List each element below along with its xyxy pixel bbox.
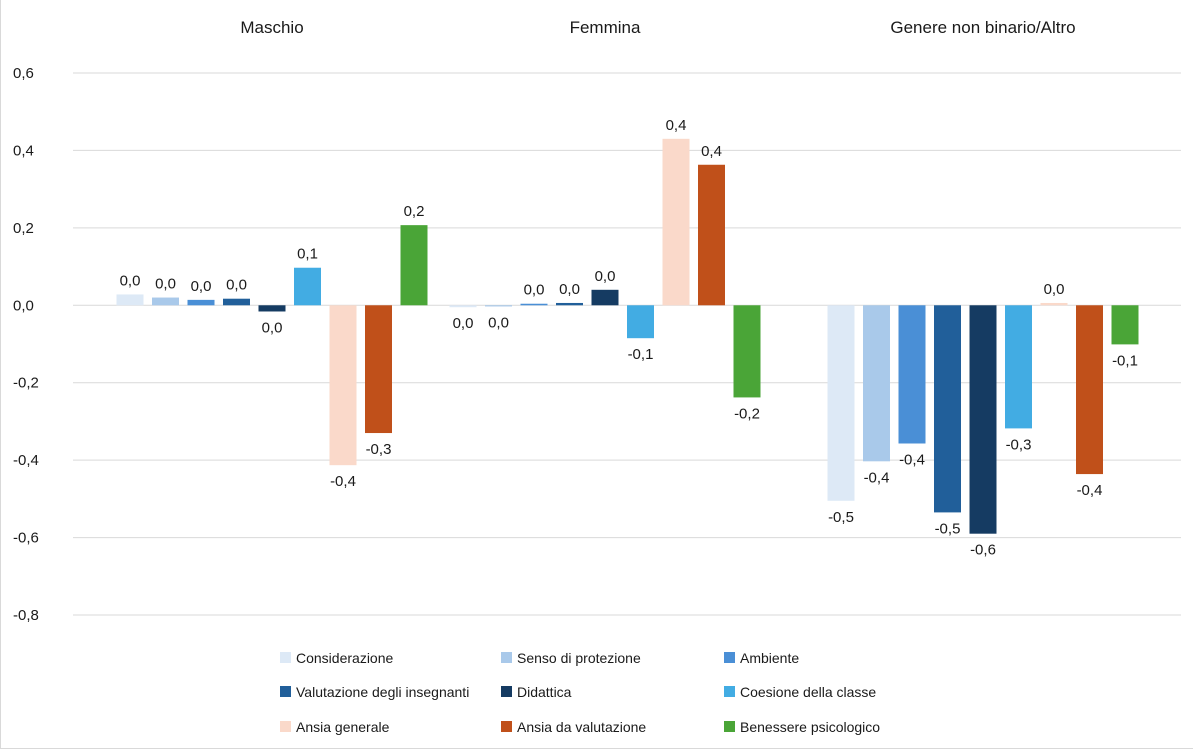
y-axis-ticks: 0,6 0,4 0,2 0,0 -0,2 -0,4 -0,6 -0,8 bbox=[13, 65, 39, 624]
y-tick-label: 0,2 bbox=[13, 220, 34, 237]
legend-swatch bbox=[280, 721, 291, 732]
legend-swatch bbox=[724, 686, 735, 697]
data-label: 0,2 bbox=[404, 203, 425, 220]
data-label: -0,2 bbox=[734, 405, 760, 422]
y-tick-label: -0,2 bbox=[13, 375, 39, 392]
data-label: -0,1 bbox=[628, 346, 654, 363]
group-titles: Maschio Femmina Genere non binario/Altro bbox=[240, 18, 1075, 37]
group-title: Maschio bbox=[240, 18, 303, 37]
data-label: -0,6 bbox=[970, 542, 996, 559]
bar bbox=[733, 305, 761, 398]
data-label: 0,1 bbox=[297, 246, 318, 263]
bar bbox=[258, 305, 286, 312]
bar bbox=[223, 298, 250, 306]
data-label: 0,0 bbox=[155, 276, 176, 293]
legend-label: Coesione della classe bbox=[740, 684, 876, 700]
data-label: -0,4 bbox=[330, 473, 356, 490]
bar bbox=[365, 305, 392, 434]
data-label: -0,1 bbox=[1112, 352, 1138, 369]
bar bbox=[698, 164, 725, 306]
bar bbox=[520, 303, 548, 306]
legend-swatch bbox=[501, 686, 512, 697]
bar bbox=[898, 305, 926, 444]
data-label: 0,0 bbox=[120, 272, 141, 289]
bar bbox=[627, 305, 654, 339]
data-label: 0,0 bbox=[226, 277, 247, 294]
data-label: -0,5 bbox=[828, 509, 854, 526]
data-label: 0,0 bbox=[453, 315, 474, 332]
data-label: 0,0 bbox=[524, 282, 545, 299]
legend-label: Didattica bbox=[517, 684, 572, 700]
y-tick-label: 0,6 bbox=[13, 65, 34, 82]
bar bbox=[1005, 305, 1032, 429]
data-label: 0,0 bbox=[559, 281, 580, 298]
bar bbox=[329, 305, 357, 466]
legend-label: Benessere psicologico bbox=[740, 719, 880, 735]
bar bbox=[662, 138, 690, 306]
data-label: -0,5 bbox=[935, 520, 961, 537]
legend-swatch bbox=[280, 652, 291, 663]
group-title: Genere non binario/Altro bbox=[890, 18, 1075, 37]
data-label: -0,3 bbox=[1006, 436, 1032, 453]
data-label: 0,0 bbox=[191, 278, 212, 295]
data-label: -0,4 bbox=[899, 451, 925, 468]
legend-label: Ambiente bbox=[740, 650, 799, 666]
data-label: -0,3 bbox=[366, 441, 392, 458]
legend: Considerazione Senso di protezione Ambient… bbox=[280, 650, 880, 735]
legend-label: Senso di protezione bbox=[517, 650, 641, 666]
bar bbox=[400, 225, 428, 306]
bar bbox=[1076, 305, 1103, 475]
legend-swatch bbox=[280, 686, 291, 697]
y-tick-label: -0,8 bbox=[13, 607, 39, 624]
bar bbox=[556, 302, 583, 306]
bar bbox=[294, 267, 321, 306]
bar bbox=[863, 305, 890, 462]
data-label: 0,0 bbox=[1044, 281, 1065, 298]
bar bbox=[449, 305, 477, 308]
y-tick-label: -0,4 bbox=[13, 452, 39, 469]
data-label: 0,0 bbox=[595, 268, 616, 285]
legend-swatch bbox=[501, 721, 512, 732]
bar bbox=[1040, 302, 1068, 306]
data-label: 0,4 bbox=[701, 143, 722, 160]
bar bbox=[152, 297, 179, 306]
data-labels: 0,0 0,0 0,0 0,0 0,0 0,1 -0,4 -0,3 0,2 0,0 0,0 0,0 0,… bbox=[120, 117, 1138, 559]
legend-swatch bbox=[724, 721, 735, 732]
bar bbox=[934, 305, 961, 513]
data-label: -0,4 bbox=[864, 469, 890, 486]
data-label: 0,0 bbox=[262, 319, 283, 336]
data-label: -0,4 bbox=[1077, 482, 1103, 499]
legend-swatch bbox=[501, 652, 512, 663]
legend-label: Ansia da valutazione bbox=[517, 719, 646, 735]
bar bbox=[591, 289, 619, 306]
y-tick-label: -0,6 bbox=[13, 530, 39, 547]
y-tick-label: 0,4 bbox=[13, 142, 34, 159]
y-tick-label: 0,0 bbox=[13, 297, 34, 314]
bar bbox=[116, 294, 144, 306]
bar bbox=[969, 305, 997, 534]
data-label: 0,0 bbox=[488, 314, 509, 331]
gridlines bbox=[73, 72, 1181, 616]
legend-label: Valutazione degli insegnanti bbox=[296, 684, 469, 700]
bars bbox=[116, 138, 1139, 534]
bar bbox=[1111, 305, 1139, 345]
bar bbox=[187, 299, 215, 306]
data-label: 0,4 bbox=[666, 117, 687, 134]
legend-swatch bbox=[724, 652, 735, 663]
legend-label: Considerazione bbox=[296, 650, 393, 666]
group-title: Femmina bbox=[570, 18, 641, 37]
bar bbox=[485, 305, 512, 307]
bar bbox=[827, 305, 855, 501]
legend-label: Ansia generale bbox=[296, 719, 390, 735]
